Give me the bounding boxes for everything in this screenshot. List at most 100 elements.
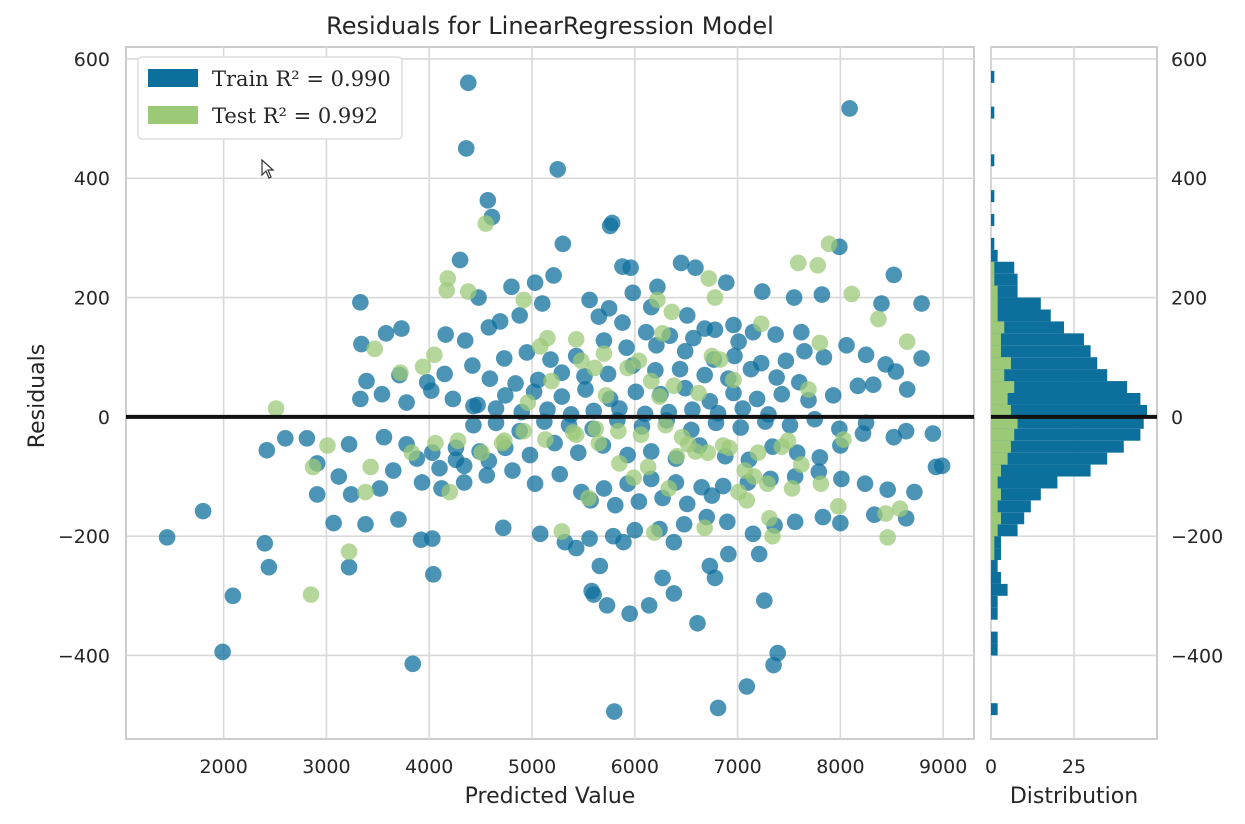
train-point (158, 529, 176, 546)
distribution-y-tick-label: 0 (1171, 407, 1183, 429)
train-point (581, 291, 598, 309)
train-point (765, 656, 782, 674)
mouse-cursor-icon (261, 158, 275, 179)
train-point (567, 539, 585, 557)
test-point (773, 438, 791, 455)
test-histogram-bar (991, 285, 998, 298)
train-histogram-bar (991, 488, 1041, 501)
train-point (194, 502, 212, 520)
test-point (632, 426, 650, 444)
train-point (459, 74, 477, 92)
train-point (577, 381, 594, 398)
train-point (786, 513, 804, 531)
test-point (663, 303, 681, 321)
train-point (684, 401, 701, 419)
train-point (258, 441, 276, 459)
train-point (687, 259, 704, 277)
train-point (464, 357, 481, 374)
train-point (885, 428, 903, 446)
test-histogram-bar (991, 404, 1011, 417)
train-point (526, 475, 544, 492)
train-histogram-bar (991, 560, 998, 572)
test-point (835, 431, 852, 448)
test-point (811, 334, 829, 352)
test-point (625, 469, 643, 487)
train-point (750, 545, 768, 563)
test-point (595, 345, 613, 362)
test-point (703, 347, 721, 365)
train-point (481, 370, 499, 387)
test-histogram-bar (991, 524, 998, 537)
train-point (507, 375, 524, 392)
train-point (676, 342, 694, 360)
test-histogram-bar (991, 500, 998, 513)
test-point (749, 444, 767, 461)
train-histogram-bar (991, 536, 1001, 549)
test-point (699, 444, 717, 461)
train-point (717, 274, 735, 291)
train-point (504, 462, 521, 479)
train-point (330, 468, 348, 485)
test-point (426, 346, 443, 364)
test-histogram-bar (991, 321, 1005, 334)
x-axis-label: Predicted Value (465, 784, 636, 809)
train-point (503, 278, 520, 296)
test-point (789, 254, 807, 272)
x-tick-label: 2000 (199, 756, 247, 778)
legend-box (137, 56, 403, 140)
train-point (526, 274, 544, 291)
train-histogram-bar (991, 548, 1001, 561)
train-point (451, 251, 469, 269)
train-point (637, 323, 655, 341)
train-point (864, 376, 882, 393)
y-tick-label: 200 (74, 288, 110, 310)
train-point (479, 192, 497, 209)
train-histogram-bar (991, 333, 1084, 346)
test-point (477, 215, 495, 232)
train-point (793, 323, 810, 341)
train-histogram-bar (991, 500, 1031, 513)
train-point (518, 344, 536, 361)
test-point (877, 505, 894, 522)
train-point (678, 307, 696, 324)
train-histogram-bar (991, 440, 1124, 453)
train-point (709, 699, 727, 717)
train-histogram-bar (991, 393, 1141, 405)
train-point (595, 332, 613, 349)
test-point (403, 444, 421, 461)
test-point (493, 434, 511, 452)
test-point (759, 475, 776, 492)
test-point (642, 372, 660, 390)
train-point (642, 443, 660, 460)
train-point (671, 360, 689, 378)
test-point (586, 359, 604, 377)
test-point (725, 371, 742, 389)
train-point (767, 326, 784, 343)
train-histogram-bar (991, 381, 1128, 393)
train-point (649, 278, 666, 296)
test-point (646, 524, 663, 541)
train-point (529, 371, 547, 389)
train-point (371, 480, 389, 497)
test-point (619, 359, 636, 377)
test-point (738, 492, 756, 509)
train-histogram-bar (991, 190, 995, 203)
train-point (456, 332, 474, 349)
test-point (362, 458, 379, 476)
train-point (455, 457, 473, 475)
y-tick-label: 600 (74, 49, 110, 71)
distribution-axes: 0 25 −400 −200 0 200 400 600 (985, 46, 1223, 778)
test-histogram-bar (991, 261, 995, 274)
test-point (519, 394, 537, 411)
train-point (551, 465, 569, 483)
train-point (654, 569, 671, 587)
train-point (706, 321, 724, 339)
train-point (672, 254, 690, 272)
train-point (675, 515, 693, 533)
train-histogram-bar (991, 237, 995, 250)
test-point (610, 422, 627, 440)
train-point (340, 436, 358, 453)
train-point (583, 582, 600, 600)
train-point (873, 295, 890, 312)
train-point (487, 400, 505, 417)
